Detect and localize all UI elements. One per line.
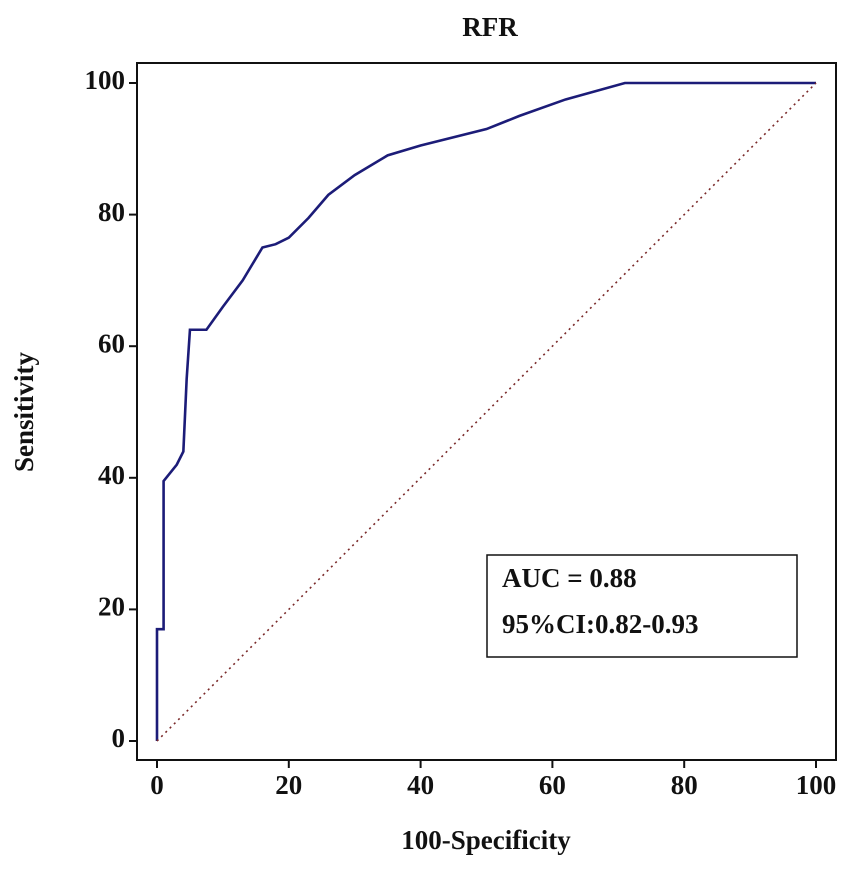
x-tick-label: 60: [539, 770, 566, 800]
y-tick-label: 20: [98, 592, 125, 622]
roc-curve: [155, 81, 816, 741]
x-tick-label: 100: [796, 770, 837, 800]
plot-frame: [136, 62, 837, 761]
y-tick-label: 40: [98, 460, 125, 490]
x-tick-label: 0: [150, 770, 164, 800]
x-axis-label: 100-Specificity: [401, 825, 571, 855]
chart-title: RFR: [462, 12, 518, 42]
annotation: AUC = 0.88: [502, 563, 637, 593]
y-axis-label: Sensitivity: [9, 351, 39, 472]
y-tick-label: 100: [85, 65, 126, 95]
y-tick-label: 0: [112, 723, 126, 753]
y-tick-label: 60: [98, 328, 125, 358]
annotation-box: [486, 554, 798, 658]
x-tick-label: 40: [407, 770, 434, 800]
x-tick-label: 20: [275, 770, 302, 800]
annotation: 95%CI:0.82-0.93: [502, 609, 699, 639]
y-tick-label: 80: [98, 197, 125, 227]
x-tick-label: 80: [671, 770, 698, 800]
